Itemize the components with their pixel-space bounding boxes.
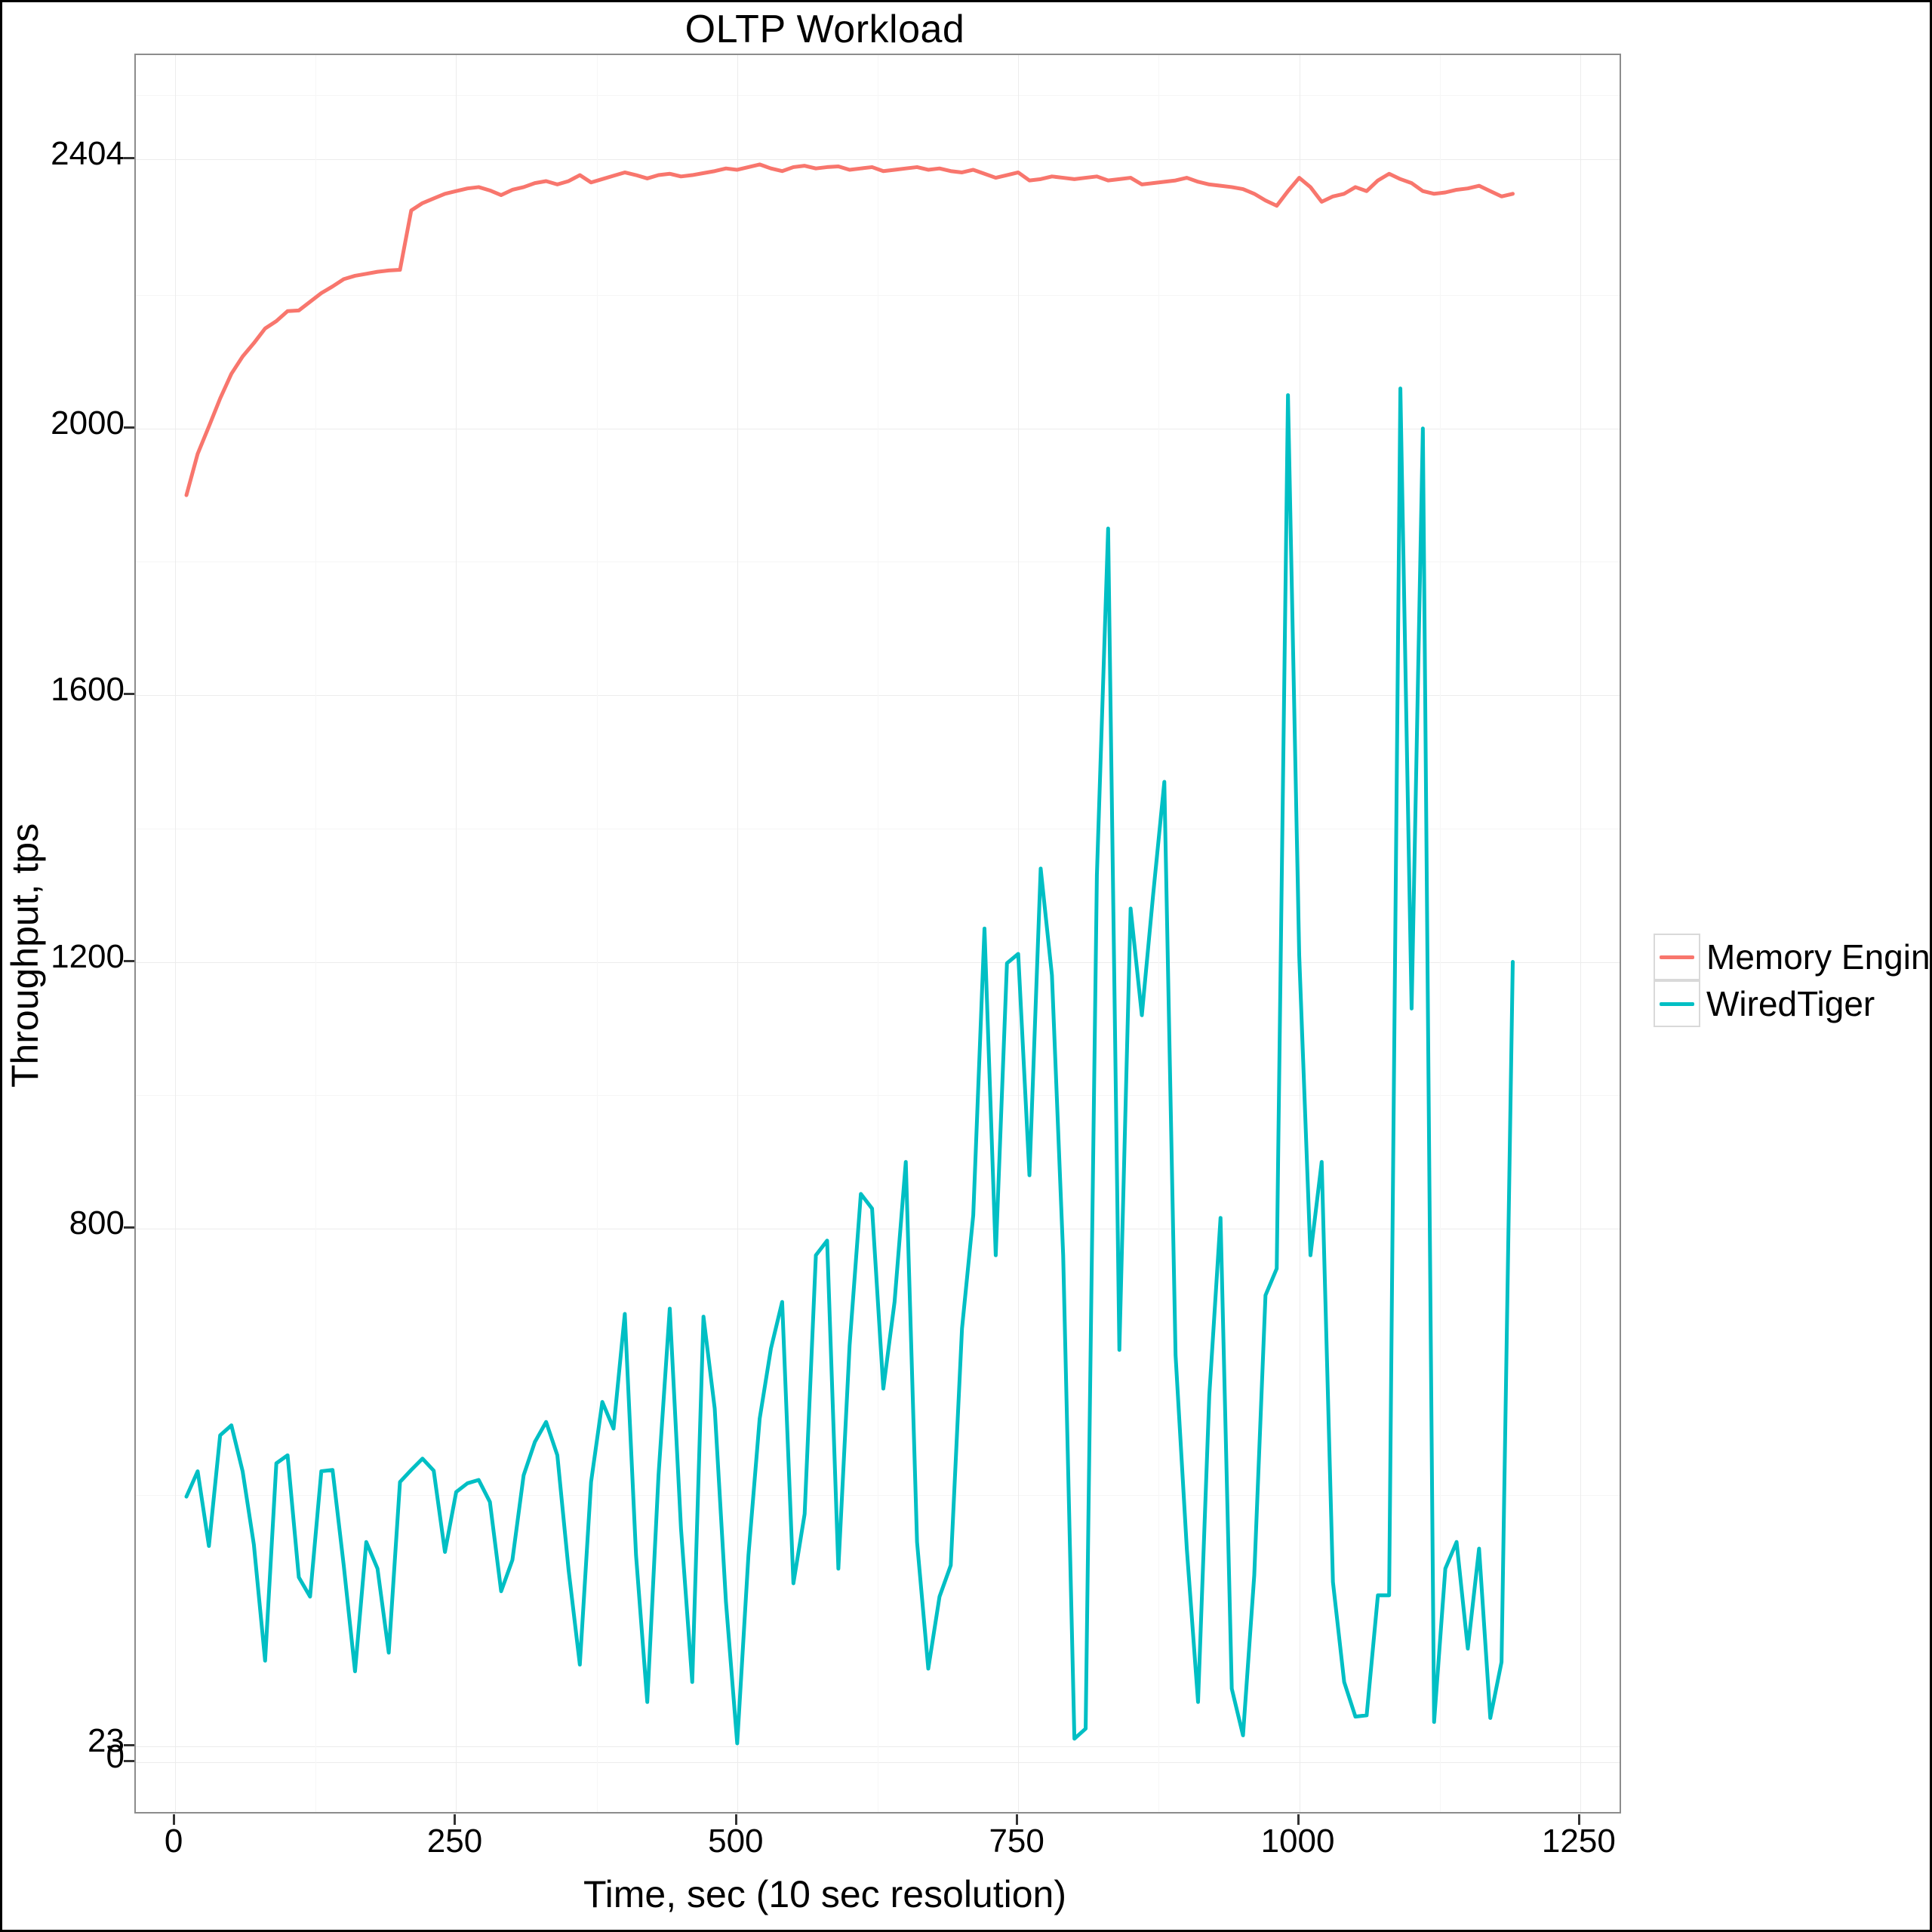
gridline-vertical bbox=[175, 55, 177, 1812]
legend-label-wiredtiger: WiredTiger bbox=[1706, 984, 1875, 1023]
series-layer bbox=[184, 162, 1515, 1746]
legend: Memory Engine WiredTiger bbox=[1654, 934, 1932, 1027]
y-tick-mark bbox=[124, 1744, 134, 1747]
y-tick-label: 0 bbox=[106, 1737, 125, 1775]
legend-label-memory-engine: Memory Engine bbox=[1706, 937, 1932, 977]
legend-key-wiredtiger bbox=[1654, 980, 1700, 1027]
gridline-vertical bbox=[456, 55, 457, 1812]
gridline-vertical-minor bbox=[596, 55, 598, 1812]
gridline-vertical-minor bbox=[1158, 55, 1160, 1812]
y-tick-label: 1200 bbox=[51, 937, 125, 975]
y-tick-label: 23 bbox=[88, 1722, 125, 1760]
legend-line-icon bbox=[1660, 955, 1694, 959]
y-axis-title: Throughput, tps bbox=[4, 823, 46, 1088]
y-tick-mark bbox=[124, 1759, 134, 1762]
x-tick-label: 500 bbox=[708, 1823, 764, 1860]
x-tick-mark bbox=[1016, 1814, 1019, 1825]
legend-item-wiredtiger[interactable]: WiredTiger bbox=[1654, 980, 1932, 1027]
y-tick-mark bbox=[124, 156, 134, 159]
gridline-vertical bbox=[1580, 55, 1581, 1812]
x-tick-mark bbox=[173, 1814, 176, 1825]
legend-line-icon bbox=[1660, 1001, 1694, 1006]
y-tick-label: 2000 bbox=[51, 404, 125, 441]
gridline-vertical-minor bbox=[1439, 55, 1441, 1812]
legend-item-memory-engine[interactable]: Memory Engine bbox=[1654, 934, 1932, 980]
x-tick-label: 250 bbox=[426, 1823, 483, 1860]
y-tick-mark bbox=[124, 426, 134, 429]
x-tick-label: 1250 bbox=[1541, 1823, 1616, 1860]
series-line-wiredtiger bbox=[184, 386, 1515, 1746]
gridline-vertical-minor bbox=[315, 55, 317, 1812]
x-tick-label: 1000 bbox=[1260, 1823, 1335, 1860]
y-tick-label: 2404 bbox=[51, 134, 125, 172]
x-axis-title: Time, sec (10 sec resolution) bbox=[583, 1873, 1067, 1915]
y-tick-mark bbox=[124, 959, 134, 962]
x-tick-label: 750 bbox=[989, 1823, 1044, 1860]
x-tick-mark bbox=[734, 1814, 737, 1825]
y-tick-mark bbox=[124, 1226, 134, 1229]
chart-title: OLTP Workload bbox=[685, 8, 965, 51]
gridline-vertical bbox=[1018, 55, 1020, 1812]
y-tick-mark bbox=[124, 693, 134, 696]
x-tick-mark bbox=[454, 1814, 457, 1825]
series-line-memory-engine bbox=[184, 162, 1515, 497]
gridline-vertical bbox=[737, 55, 738, 1812]
y-tick-label: 800 bbox=[69, 1204, 125, 1241]
y-tick-label: 1600 bbox=[51, 671, 125, 709]
x-tick-mark bbox=[1297, 1814, 1300, 1825]
legend-key-memory-engine bbox=[1654, 934, 1700, 980]
x-tick-mark bbox=[1577, 1814, 1580, 1825]
plot-panel bbox=[134, 54, 1621, 1814]
x-tick-label: 0 bbox=[164, 1823, 183, 1860]
